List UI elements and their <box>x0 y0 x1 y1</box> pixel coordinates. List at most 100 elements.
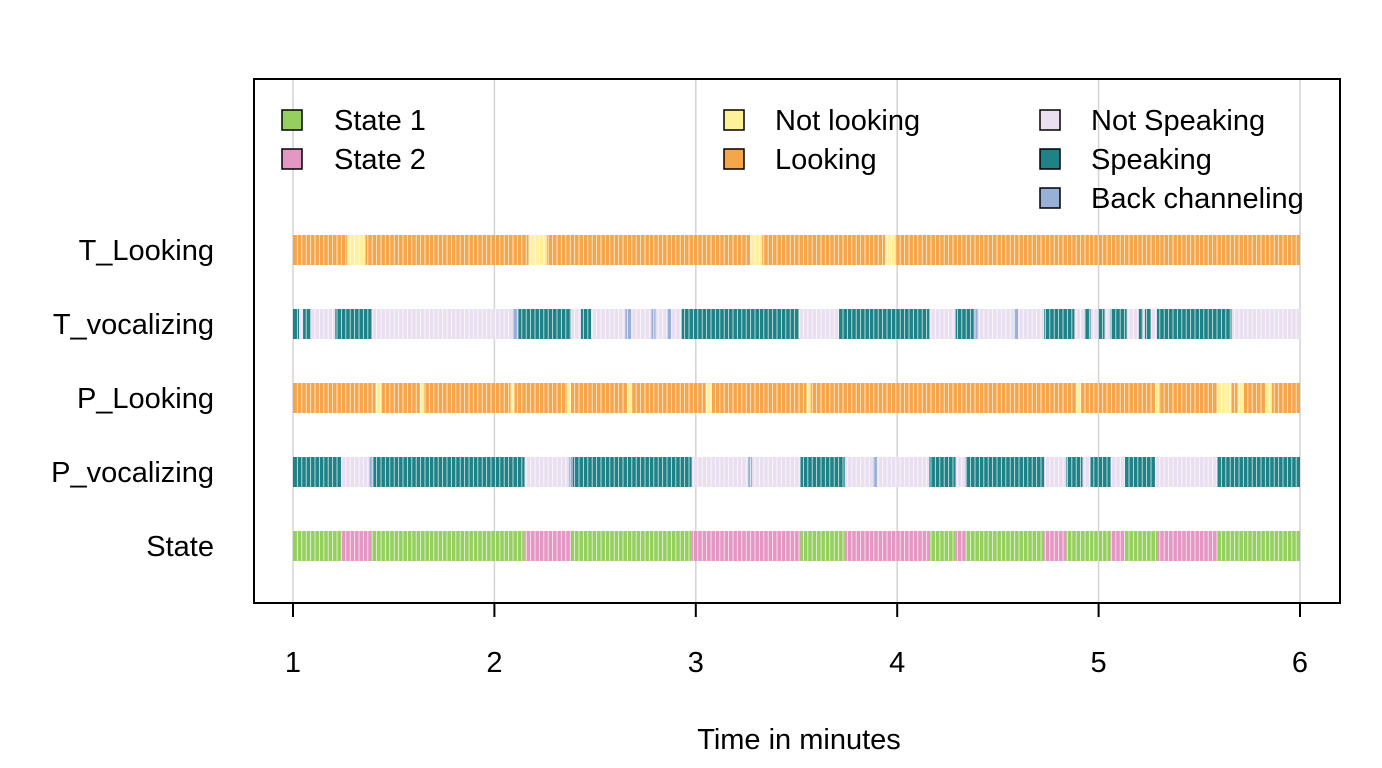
segment-ns <box>371 309 513 339</box>
cell-separators <box>296 457 1297 487</box>
segment-nl <box>510 383 515 413</box>
segment-s2 <box>1110 531 1125 561</box>
segment-ns <box>1074 309 1085 339</box>
segment-lk <box>1080 383 1155 413</box>
row-label: P_vocalizing <box>51 457 214 489</box>
segment-sp <box>965 457 1045 487</box>
legend-group-looking: Not looking Looking <box>723 105 920 176</box>
legend-swatch <box>281 148 303 170</box>
segment-sp <box>572 457 692 487</box>
row-P_vocalizing <box>293 457 1300 487</box>
legend-swatch <box>723 109 745 131</box>
legend: State 1 State 2 Not looking Looking Not Spea… <box>281 105 1304 215</box>
segment-ns <box>752 457 801 487</box>
segment-ns <box>1018 309 1045 339</box>
segment-s1 <box>1217 531 1300 561</box>
segment-bc <box>625 309 632 339</box>
legend-label: State 1 <box>334 105 426 137</box>
segment-sp <box>1110 309 1127 339</box>
segment-sp <box>681 309 799 339</box>
segment-ns <box>631 309 652 339</box>
segment-sp <box>373 457 525 487</box>
segment-sp <box>581 309 592 339</box>
row-P_Looking <box>293 383 1300 413</box>
segment-sp <box>293 457 342 487</box>
segment-nl <box>566 383 571 413</box>
segment-lk <box>570 383 628 413</box>
segment-ns <box>798 309 839 339</box>
segment-bc <box>568 457 573 487</box>
segment-bc <box>667 309 672 339</box>
segment-nl <box>1154 383 1160 413</box>
segment-ns <box>570 309 582 339</box>
segment-s1 <box>1124 531 1158 561</box>
segment-nl <box>419 383 424 413</box>
segment-nl <box>1265 383 1272 413</box>
x-axis-title: Time in minutes <box>697 724 901 756</box>
x-tick-label: 5 <box>1091 647 1107 679</box>
cell-separators <box>296 383 1297 413</box>
segment-lk <box>1243 383 1266 413</box>
segment-ns <box>1142 309 1145 339</box>
segment-nl <box>705 383 712 413</box>
legend-swatch <box>1039 187 1061 209</box>
segment-ns <box>1104 309 1111 339</box>
legend-swatch <box>723 148 745 170</box>
row-label: T_Looking <box>79 235 214 267</box>
segment-lk <box>1271 383 1300 413</box>
segment-nl <box>1237 383 1244 413</box>
segment-lk <box>546 235 751 265</box>
segment-lk <box>293 383 376 413</box>
segment-ns <box>929 309 956 339</box>
segment-ns <box>1110 457 1125 487</box>
segment-ns <box>524 457 569 487</box>
segment-lk <box>423 383 511 413</box>
row-label: P_Looking <box>77 383 214 415</box>
segment-ns <box>655 309 668 339</box>
segment-ns <box>299 309 304 339</box>
segment-sp <box>955 309 974 339</box>
segment-bc <box>873 457 878 487</box>
segment-sp <box>929 457 956 487</box>
legend-group-vocalizing: Not Speaking Speaking Back channeling <box>1039 105 1304 215</box>
segment-ns <box>877 457 930 487</box>
x-tick-label: 1 <box>285 647 301 679</box>
segment-nl <box>806 383 811 413</box>
segment-s1 <box>1066 531 1091 561</box>
legend-swatch <box>1039 148 1061 170</box>
row-State <box>293 531 1300 561</box>
legend-group-state: State 1 State 2 <box>281 105 426 176</box>
segment-s1 <box>929 531 956 561</box>
segment-sp <box>518 309 571 339</box>
cell-separators <box>296 531 1297 561</box>
row-labels: T_Looking T_vocalizing P_Looking P_vocalizi… <box>51 235 214 563</box>
segment-sp <box>335 309 372 339</box>
segment-bc <box>512 309 519 339</box>
segment-sp <box>1084 309 1091 339</box>
legend-label: State 2 <box>334 144 426 176</box>
segment-nl <box>528 235 547 265</box>
segment-nl <box>885 235 896 265</box>
row-label: State <box>146 531 214 563</box>
segment-sp <box>838 309 930 339</box>
row-label: T_vocalizing <box>53 309 214 341</box>
segment-s1 <box>371 531 525 561</box>
segment-sp <box>293 309 300 339</box>
row-T_vocalizing <box>293 309 1300 339</box>
legend-swatch <box>1039 109 1061 131</box>
legend-label: Looking <box>775 144 877 176</box>
segment-sp <box>1144 309 1151 339</box>
segment-lk <box>514 383 567 413</box>
legend-label: Not looking <box>775 105 920 137</box>
segment-nl <box>1217 383 1232 413</box>
segment-lk <box>1159 383 1218 413</box>
x-tick-label: 4 <box>889 647 905 679</box>
cell-separators <box>296 235 1297 265</box>
segment-sp <box>303 309 312 339</box>
segment-sp <box>1138 309 1143 339</box>
segment-ns <box>671 309 682 339</box>
segment-ns <box>1150 309 1158 339</box>
segment-ns <box>977 309 1015 339</box>
segment-ns <box>955 457 966 487</box>
